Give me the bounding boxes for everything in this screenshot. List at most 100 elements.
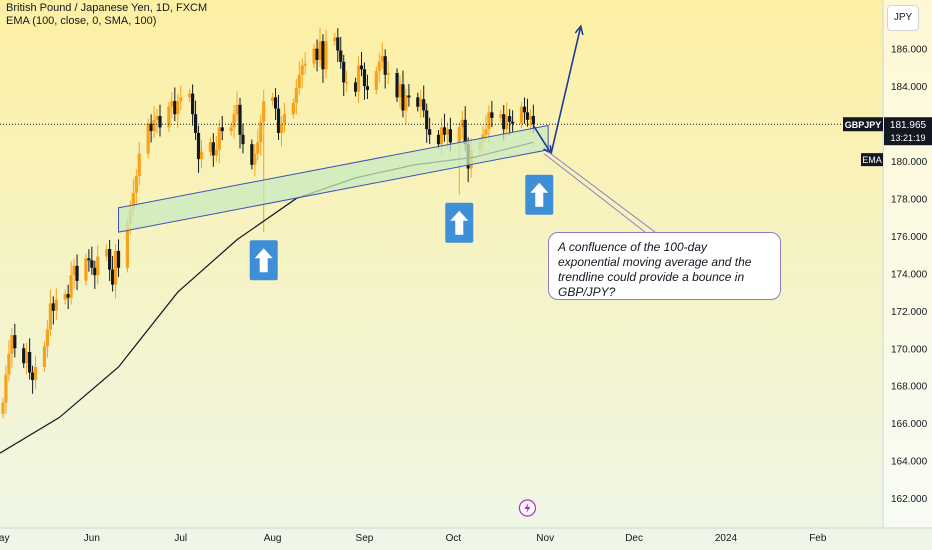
lightning-glyph <box>524 503 531 513</box>
candle-body <box>502 114 506 130</box>
candle-body <box>342 61 346 83</box>
candle-body <box>291 102 295 115</box>
candle-body <box>273 97 278 109</box>
candle-body <box>484 129 488 135</box>
y-tick-label: 164.000 <box>891 457 928 468</box>
annotation-callout[interactable]: A confluence of the 100-day exponential … <box>548 232 781 300</box>
candle-body <box>45 329 50 347</box>
candle-body <box>4 374 8 403</box>
candle-body <box>134 176 138 193</box>
candle-body <box>256 142 260 154</box>
candle-body <box>416 97 420 107</box>
candle-body <box>428 129 432 135</box>
trendline-channel[interactable] <box>118 124 549 233</box>
x-tick-label: Oct <box>446 533 462 544</box>
candle-body <box>395 73 399 98</box>
y-tick-label: 170.000 <box>891 344 928 355</box>
candle-body <box>445 129 450 135</box>
candle-body <box>276 108 281 133</box>
candle-body <box>155 116 159 120</box>
candle-body <box>386 73 390 75</box>
candle-body <box>217 127 221 150</box>
candle-body <box>419 99 423 107</box>
y-tick-label: 176.000 <box>891 232 928 243</box>
candle-body <box>297 74 301 88</box>
candle-body <box>110 269 115 285</box>
candle-body <box>250 144 254 165</box>
candle-body <box>300 65 304 75</box>
price-scale-background <box>883 0 932 528</box>
candle-body <box>96 256 100 276</box>
candle-body <box>232 114 236 128</box>
candle-body <box>315 48 319 60</box>
candle-body <box>179 97 183 102</box>
candle-body <box>487 112 491 130</box>
candle-body <box>519 106 524 124</box>
candle-body <box>398 84 402 98</box>
x-tick-label: Jul <box>174 533 187 544</box>
price-tags-layer: GBPJPY 181.965 13:21:19 EMA <box>843 117 932 167</box>
candle-body <box>10 335 14 354</box>
candle-body <box>33 366 38 381</box>
candle-body <box>211 142 215 156</box>
candle-body <box>30 372 35 381</box>
bounce-marker[interactable] <box>525 174 554 215</box>
bounce-marker[interactable] <box>445 202 474 243</box>
candle-body <box>442 127 447 135</box>
axes-layer: 162.000 164.000 166.000 168.000 170.000 172.0… <box>0 45 928 544</box>
indicator-legend[interactable]: EMA (100, close, 0, SMA, 100) <box>6 15 157 27</box>
candle-body <box>508 116 512 122</box>
candle-body <box>294 88 298 103</box>
candles-layer <box>1 27 535 419</box>
x-tick-label: May <box>0 533 9 544</box>
candle-body <box>66 293 70 298</box>
countdown-label: 13:21:19 <box>890 133 925 143</box>
annotation-pointer <box>543 153 646 233</box>
drawings-layer <box>0 26 883 281</box>
candle-body <box>279 123 284 133</box>
candle-body <box>522 106 527 113</box>
candle-body <box>457 127 461 143</box>
candle-body <box>425 110 429 130</box>
y-tick-label: 180.000 <box>891 157 928 168</box>
symbol-tag[interactable] <box>843 117 883 132</box>
candle-body <box>199 151 204 160</box>
candle-body <box>333 37 337 42</box>
candle-body <box>345 82 349 84</box>
candle-body <box>146 123 150 154</box>
last-price-label: 181.965 <box>890 120 927 131</box>
candle-body <box>51 303 55 311</box>
forecast-arrow[interactable] <box>532 125 551 153</box>
candle-body <box>259 121 263 143</box>
candle-body <box>25 352 29 364</box>
candle-body <box>271 97 275 102</box>
candle-body <box>422 99 426 111</box>
candle-body <box>525 112 530 120</box>
x-tick-label: 2024 <box>715 533 738 544</box>
symbol-tag-label: GBPJPY <box>845 120 882 130</box>
candle-body <box>463 119 467 145</box>
ema-tag[interactable] <box>861 153 883 167</box>
candle-body <box>401 84 405 111</box>
currency-button[interactable]: JPY <box>887 5 919 31</box>
candle-body <box>359 65 364 70</box>
chart-title[interactable]: British Pound / Japanese Yen, 1D, FXCM <box>6 2 208 14</box>
candle-body <box>93 267 97 276</box>
candle-body <box>188 93 192 98</box>
candle-body <box>282 114 287 124</box>
candle-body <box>336 37 340 51</box>
candle-body <box>158 116 162 128</box>
forecast-arrow[interactable] <box>550 26 581 154</box>
candle-body <box>137 153 141 176</box>
x-tick-label: Aug <box>264 533 282 544</box>
candle-body <box>196 132 201 160</box>
candle-body <box>75 265 79 281</box>
bounce-marker[interactable] <box>249 240 278 281</box>
candle-body <box>42 346 47 367</box>
candle-body <box>193 114 198 133</box>
y-tick-label: 166.000 <box>891 419 928 430</box>
candle-body <box>90 260 94 268</box>
last-price-tag[interactable] <box>884 117 932 146</box>
candle-body <box>312 48 316 64</box>
